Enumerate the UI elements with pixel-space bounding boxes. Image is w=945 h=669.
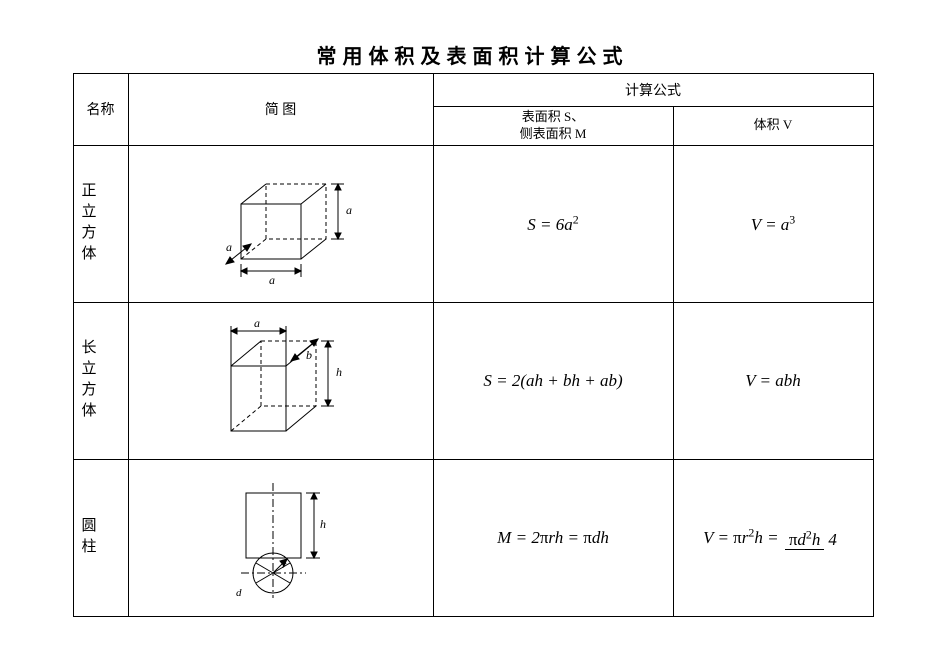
header-formula-group: 计算公式: [433, 74, 873, 107]
row-cuboid-label: 长立方体: [73, 302, 128, 459]
row-cube-figure: a a a: [128, 145, 433, 302]
page-title: 常用体积及表面积计算公式: [73, 40, 873, 73]
row-cylinder-label: 圆柱: [73, 459, 128, 616]
table-row: 圆柱: [73, 459, 873, 616]
svg-text:h: h: [336, 365, 342, 379]
row-cube-label: 正立方体: [73, 145, 128, 302]
row-cylinder-figure: h r d: [128, 459, 433, 616]
header-name: 名称: [73, 74, 128, 146]
row-cube-volume: V = a3: [673, 145, 873, 302]
formula-table: 名称 简 图 计算公式 表面积 S、 侧表面积 M 体积 V 正立方体: [73, 73, 874, 617]
header-figure: 简 图: [128, 74, 433, 146]
cube-diagram: a a a: [186, 159, 376, 289]
svg-text:a: a: [254, 316, 260, 330]
table-header-row: 名称 简 图 计算公式: [73, 74, 873, 107]
svg-text:r: r: [282, 559, 287, 571]
svg-text:a: a: [269, 273, 275, 287]
svg-text:a: a: [226, 240, 232, 254]
header-volume: 体积 V: [673, 107, 873, 146]
row-cylinder-volume: V = πr2h = πd2h4: [673, 459, 873, 616]
row-cube-surface: S = 6a2: [433, 145, 673, 302]
row-cuboid-figure: a b h: [128, 302, 433, 459]
cuboid-diagram: a b h: [186, 311, 376, 451]
row-cylinder-surface: M = 2πrh = πdh: [433, 459, 673, 616]
svg-text:b: b: [306, 348, 312, 362]
cylinder-diagram: h r d: [186, 468, 376, 608]
header-surface: 表面积 S、 侧表面积 M: [433, 107, 673, 146]
svg-text:d: d: [236, 587, 242, 599]
svg-text:a: a: [346, 203, 352, 217]
table-row: 长立方体: [73, 302, 873, 459]
svg-text:h: h: [320, 517, 326, 531]
table-row: 正立方体: [73, 145, 873, 302]
row-cuboid-surface: S = 2(ah + bh + ab): [433, 302, 673, 459]
row-cuboid-volume: V = abh: [673, 302, 873, 459]
